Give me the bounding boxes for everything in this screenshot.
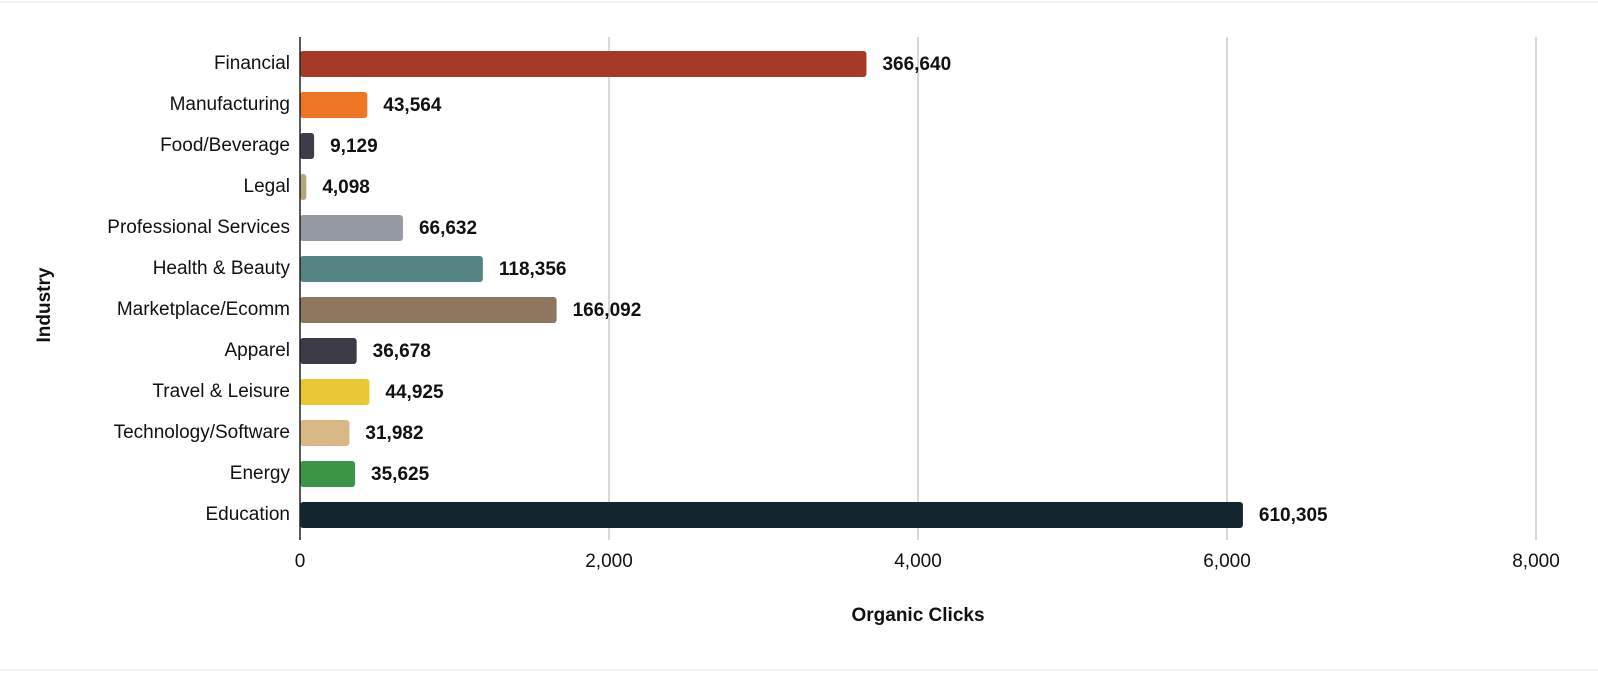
data-label: 9,129 [330, 136, 378, 157]
x-tick-label: 4,000 [894, 551, 942, 572]
y-tick-label: Education [205, 504, 290, 525]
y-tick-label: Travel & Leisure [152, 381, 290, 402]
data-label: 166,092 [573, 300, 642, 321]
x-tick-label: 8,000 [1512, 551, 1560, 572]
bar [300, 502, 1243, 528]
data-label: 31,982 [365, 423, 423, 444]
bar [300, 461, 356, 487]
data-label: 36,678 [373, 341, 431, 362]
bar [300, 420, 350, 446]
y-tick-label: Food/Beverage [160, 135, 290, 156]
data-label: 610,305 [1259, 505, 1328, 526]
y-axis-label: Industry [34, 267, 55, 342]
x-axis-label: Organic Clicks [851, 605, 984, 626]
y-tick-label: Energy [230, 463, 291, 484]
data-label: 35,625 [371, 464, 430, 485]
y-tick-label: Professional Services [107, 217, 290, 238]
bar [300, 51, 867, 77]
bar [300, 379, 370, 405]
bar [300, 256, 483, 282]
y-tick-label: Marketplace/Ecomm [117, 299, 290, 320]
bar [300, 174, 307, 200]
data-label: 118,356 [499, 259, 567, 280]
data-label: 4,098 [322, 177, 370, 198]
x-tick-label: 2,000 [585, 551, 633, 572]
data-label: 366,640 [882, 54, 951, 75]
bar [300, 133, 315, 159]
bar [300, 215, 403, 241]
bar [300, 338, 357, 364]
data-label: 66,632 [419, 218, 477, 239]
bar [300, 92, 368, 118]
data-label: 43,564 [383, 95, 442, 116]
y-tick-label: Health & Beauty [153, 258, 291, 279]
y-tick-label: Technology/Software [114, 422, 290, 443]
y-tick-label: Manufacturing [170, 94, 290, 115]
bar [300, 297, 557, 323]
y-tick-label: Apparel [225, 340, 291, 361]
data-label: 44,925 [385, 382, 444, 403]
y-tick-label: Legal [244, 176, 291, 197]
x-tick-label: 6,000 [1203, 551, 1251, 572]
x-tick-label: 0 [295, 551, 306, 572]
y-tick-label: Financial [214, 53, 290, 74]
